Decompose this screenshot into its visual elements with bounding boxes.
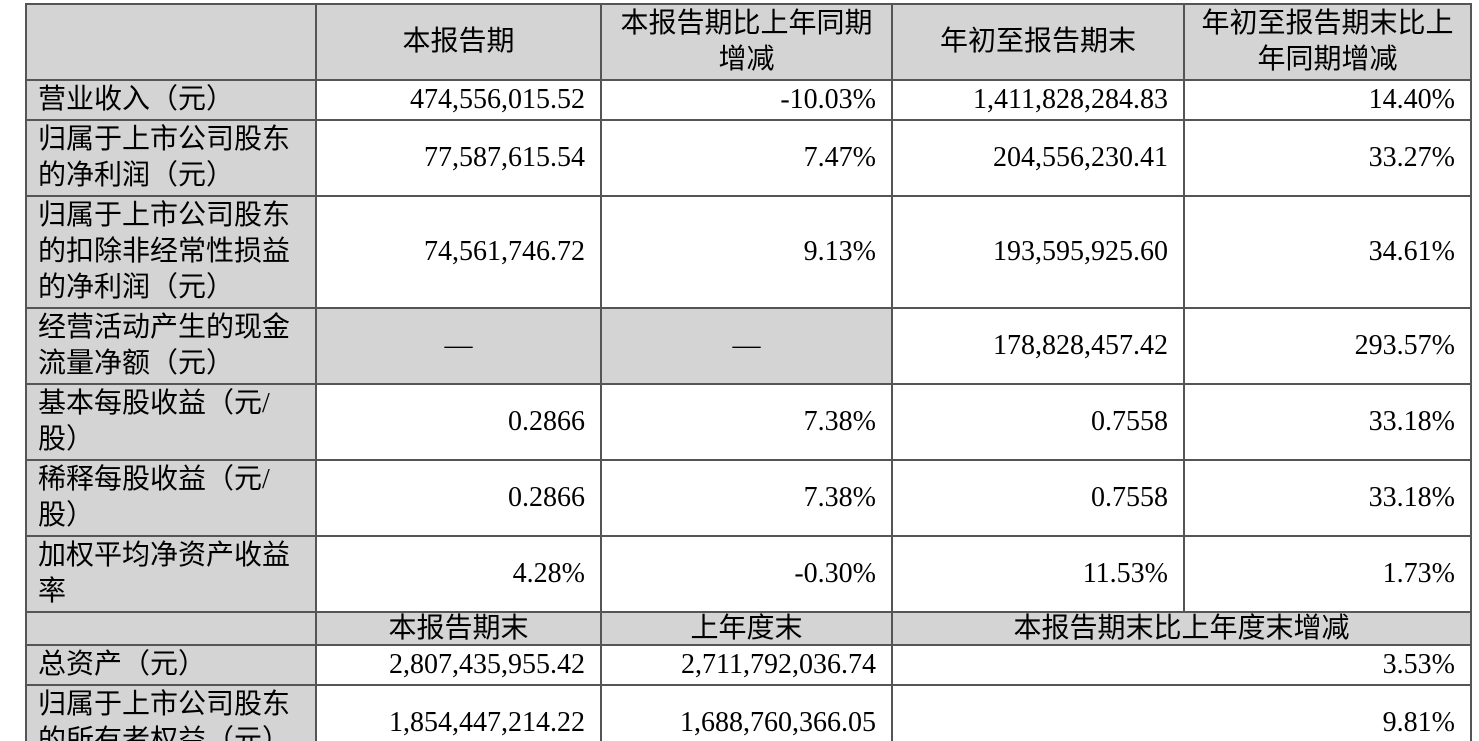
row-label: 归属于上市公司股东 的扣除非经常性损益 的净利润（元） [25, 195, 317, 309]
table-row-revenue: 营业收入（元） 474,556,015.52 -10.03% 1,411,828… [25, 79, 1472, 121]
value-current: 0.2866 [315, 459, 602, 537]
value-current: 74,561,746.72 [315, 195, 602, 309]
value-current-change: 9.13% [600, 195, 893, 309]
value-prior-year-end: 2,711,792,036.74 [600, 644, 893, 686]
header-current-period: 本报告期 [315, 3, 602, 81]
value-current: 77,587,615.54 [315, 119, 602, 197]
value-ytd-change: 1.73% [1183, 535, 1472, 613]
row-label: 基本每股收益（元/ 股） [25, 383, 317, 461]
row-label: 经营活动产生的现金 流量净额（元） [25, 307, 317, 385]
value-current-change: -0.30% [600, 535, 893, 613]
value-ytd: 193,595,925.60 [891, 195, 1185, 309]
value-ytd: 204,556,230.41 [891, 119, 1185, 197]
header-row-2: 本报告期末 上年度末 本报告期末比上年度末增减 [25, 611, 1472, 646]
row-label: 加权平均净资产收益 率 [25, 535, 317, 613]
value-change: 3.53% [891, 644, 1472, 686]
table-row-net-profit-excl-nonrecurring: 归属于上市公司股东 的扣除非经常性损益 的净利润（元） 74,561,746.7… [25, 195, 1472, 309]
value-current: 0.2866 [315, 383, 602, 461]
value-current: 4.28% [315, 535, 602, 613]
header2-corner-cell [25, 611, 317, 646]
row-label: 归属于上市公司股东 的所有者权益（元） [25, 684, 317, 741]
value-change: 9.81% [891, 684, 1472, 741]
financial-summary-table: 本报告期 本报告期比上年同期 增减 年初至报告期末 年初至报告期末比上 年同期增… [25, 3, 1472, 741]
row-label: 稀释每股收益（元/ 股） [25, 459, 317, 537]
header-corner-cell [25, 3, 317, 81]
value-current-change: 7.38% [600, 459, 893, 537]
value-period-end: 2,807,435,955.42 [315, 644, 602, 686]
table-row-total-assets: 总资产（元） 2,807,435,955.42 2,711,792,036.74… [25, 644, 1472, 686]
value-current-dash: — [315, 307, 602, 385]
row-label: 归属于上市公司股东 的净利润（元） [25, 119, 317, 197]
value-ytd-change: 34.61% [1183, 195, 1472, 309]
table-row-diluted-eps: 稀释每股收益（元/ 股） 0.2866 7.38% 0.7558 33.18% [25, 459, 1472, 537]
value-ytd-change: 33.18% [1183, 383, 1472, 461]
header2-change: 本报告期末比上年度末增减 [891, 611, 1472, 646]
value-current: 474,556,015.52 [315, 79, 602, 121]
header2-period-end: 本报告期末 [315, 611, 602, 646]
header-current-vs-prior-yoy: 本报告期比上年同期 增减 [600, 3, 893, 81]
header2-prior-year-end: 上年度末 [600, 611, 893, 646]
table-row-equity: 归属于上市公司股东 的所有者权益（元） 1,854,447,214.22 1,6… [25, 684, 1472, 741]
value-ytd: 11.53% [891, 535, 1185, 613]
table-row-basic-eps: 基本每股收益（元/ 股） 0.2866 7.38% 0.7558 33.18% [25, 383, 1472, 461]
value-ytd-change: 33.27% [1183, 119, 1472, 197]
value-current-change: 7.38% [600, 383, 893, 461]
value-ytd: 1,411,828,284.83 [891, 79, 1185, 121]
row-label: 总资产（元） [25, 644, 317, 686]
header-ytd-vs-prior-yoy: 年初至报告期末比上 年同期增减 [1183, 3, 1472, 81]
header-ytd: 年初至报告期末 [891, 3, 1185, 81]
header-row-1: 本报告期 本报告期比上年同期 增减 年初至报告期末 年初至报告期末比上 年同期增… [25, 3, 1472, 81]
row-label: 营业收入（元） [25, 79, 317, 121]
value-ytd: 0.7558 [891, 459, 1185, 537]
table-row-weighted-avg-roe: 加权平均净资产收益 率 4.28% -0.30% 11.53% 1.73% [25, 535, 1472, 613]
value-prior-year-end: 1,688,760,366.05 [600, 684, 893, 741]
value-ytd: 178,828,457.42 [891, 307, 1185, 385]
value-ytd-change: 33.18% [1183, 459, 1472, 537]
value-ytd-change: 14.40% [1183, 79, 1472, 121]
table-row-operating-cash-flow: 经营活动产生的现金 流量净额（元） — — 178,828,457.42 293… [25, 307, 1472, 385]
value-period-end: 1,854,447,214.22 [315, 684, 602, 741]
value-current-change: -10.03% [600, 79, 893, 121]
value-ytd-change: 293.57% [1183, 307, 1472, 385]
value-current-change: 7.47% [600, 119, 893, 197]
value-ytd: 0.7558 [891, 383, 1185, 461]
value-current-change-dash: — [600, 307, 893, 385]
table-row-net-profit: 归属于上市公司股东 的净利润（元） 77,587,615.54 7.47% 20… [25, 119, 1472, 197]
